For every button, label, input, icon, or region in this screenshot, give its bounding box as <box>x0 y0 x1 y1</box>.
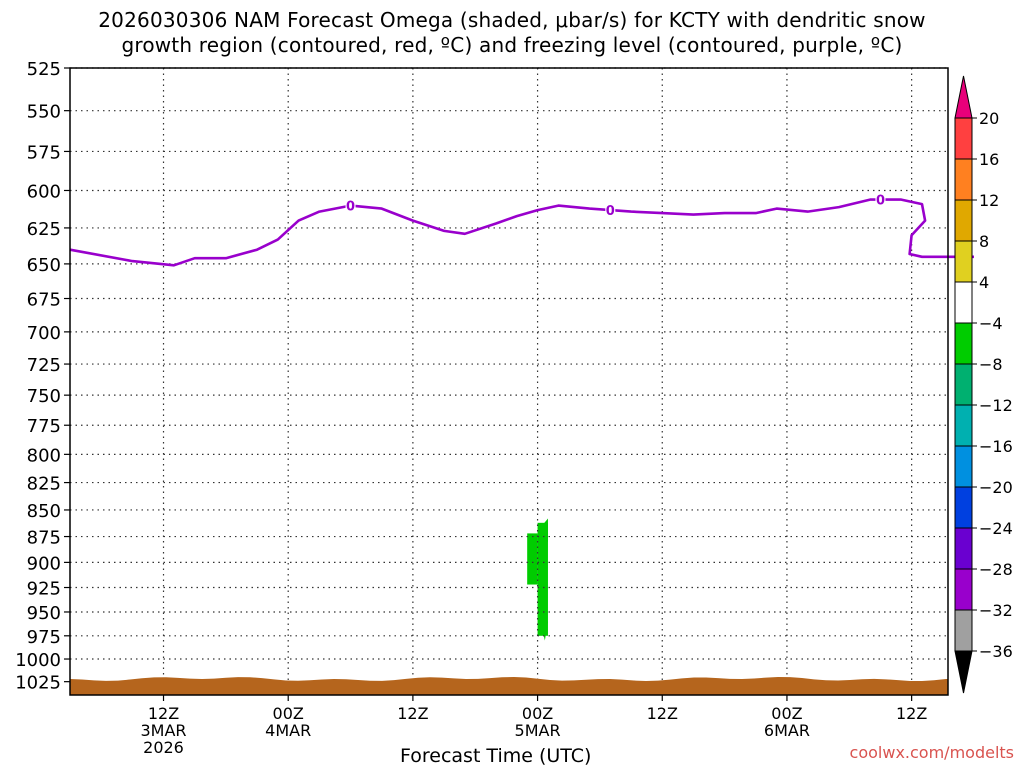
chart-title-line-1: 2026030306 NAM Forecast Omega (shaded, μ… <box>98 8 926 32</box>
freezing-level-label-0: 0 <box>346 200 355 215</box>
colorbar-box-6 <box>954 322 973 365</box>
colorbar-label-1: 16 <box>979 150 999 169</box>
y-tick-label-925: 925 <box>27 579 61 600</box>
colorbar-label-13: −36 <box>979 642 1013 661</box>
y-tick-label-750: 750 <box>27 386 61 407</box>
colorbar-box-4 <box>954 240 973 283</box>
x-tick-label-78-0: 12Z <box>896 704 927 723</box>
y-tick-label-625: 625 <box>27 219 61 240</box>
colorbar-box-1 <box>954 117 973 160</box>
y-tick-label-975: 975 <box>27 627 61 648</box>
y-tick-label-725: 725 <box>27 355 61 376</box>
colorbar-label-3: 8 <box>979 232 989 251</box>
colorbar-label-7: −12 <box>979 396 1013 415</box>
colorbar-top-arrow <box>954 75 973 119</box>
y-tick-label-825: 825 <box>27 474 61 495</box>
y-tick-label-600: 600 <box>27 181 61 202</box>
freezing-level-line <box>69 198 974 267</box>
x-tick-label-54-0: 12Z <box>647 704 678 723</box>
chart-title-line-2: growth region (contoured, red, ºC) and f… <box>121 33 903 57</box>
freezing-level-label-1: 0 <box>606 204 615 219</box>
y-tick-label-850: 850 <box>27 501 61 522</box>
x-tick-label-18-1: 4MAR <box>265 721 311 740</box>
colorbar-box-3 <box>954 199 973 242</box>
y-tick-label-700: 700 <box>27 323 61 344</box>
y-tick-label-950: 950 <box>27 603 61 624</box>
freezing-level-label-bg-1 <box>605 202 616 218</box>
colorbar-label-0: 20 <box>979 109 999 128</box>
website-credit: coolwx.com/modelts <box>849 743 1014 762</box>
colorbar-label-5: −4 <box>979 314 1003 333</box>
y-tick-label-550: 550 <box>27 102 61 123</box>
colorbar-label-12: −32 <box>979 601 1013 620</box>
colorbar-box-8 <box>954 404 973 447</box>
y-tick-label-875: 875 <box>27 528 61 549</box>
x-tick-label-30-0: 12Z <box>397 704 428 723</box>
x-tick-label-42-1: 5MAR <box>515 721 561 740</box>
y-tick-label-675: 675 <box>27 290 61 311</box>
y-tick-label-775: 775 <box>27 416 61 437</box>
freezing-level-label-2: 0 <box>876 194 885 209</box>
freezing-level-label-bg-0 <box>345 197 356 213</box>
y-tick-label-800: 800 <box>27 445 61 466</box>
y-tick-label-650: 650 <box>27 255 61 276</box>
colorbar-box-11 <box>954 527 973 570</box>
omega-shade-tip <box>540 621 548 641</box>
x-tick-label-42-0: 00Z <box>522 704 553 723</box>
omega-shade-top <box>537 518 548 542</box>
y-tick-label-1025: 1025 <box>15 673 61 694</box>
omega-shade-1 <box>537 522 548 636</box>
colorbar-box-2 <box>954 158 973 201</box>
plot-frame <box>69 67 949 696</box>
omega-shade-0 <box>527 533 538 585</box>
plot-area <box>70 68 948 695</box>
x-tick-label-6-1: 3MAR <box>140 721 186 740</box>
colorbar: 20 16 12 8 4 −4 −8 −12 −16 −20 −24 −28 −32 −36 <box>954 75 1013 694</box>
x-tick-label-66-0: 00Z <box>771 704 802 723</box>
y-tick-label-900: 900 <box>27 553 61 574</box>
freezing-level-label-bg-2 <box>875 191 886 207</box>
colorbar-box-13 <box>954 609 973 652</box>
colorbar-label-11: −28 <box>979 560 1013 579</box>
x-tick-label-18-0: 00Z <box>273 704 304 723</box>
colorbar-label-2: 12 <box>979 191 999 210</box>
colorbar-bottom-arrow <box>954 650 973 694</box>
colorbar-label-8: −16 <box>979 437 1013 456</box>
y-tick-label-1000: 1000 <box>15 650 61 671</box>
colorbar-box-5 <box>954 281 973 324</box>
colorbar-label-9: −20 <box>979 478 1013 497</box>
colorbar-label-4: 4 <box>979 273 989 292</box>
terrain-surface <box>70 676 948 695</box>
grid-lines <box>70 67 948 695</box>
x-tick-label-6-2: 2026 <box>143 738 184 757</box>
y-axis: 525 550 575 600 625 650 675 700 725 750 775 800 825 8… <box>15 59 70 694</box>
colorbar-label-6: −8 <box>979 355 1003 374</box>
colorbar-label-10: −24 <box>979 519 1013 538</box>
chart-title: 2026030306 NAM Forecast Omega (shaded, μ… <box>0 8 1024 58</box>
colorbar-box-10 <box>954 486 973 529</box>
x-tick-label-66-1: 6MAR <box>764 721 810 740</box>
x-axis-title: Forecast Time (UTC) <box>400 745 592 767</box>
colorbar-box-9 <box>954 445 973 488</box>
y-tick-label-525: 525 <box>27 59 61 80</box>
colorbar-box-12 <box>954 568 973 611</box>
x-tick-label-6-0: 12Z <box>148 704 179 723</box>
colorbar-box-7 <box>954 363 973 406</box>
y-tick-label-575: 575 <box>27 142 61 163</box>
